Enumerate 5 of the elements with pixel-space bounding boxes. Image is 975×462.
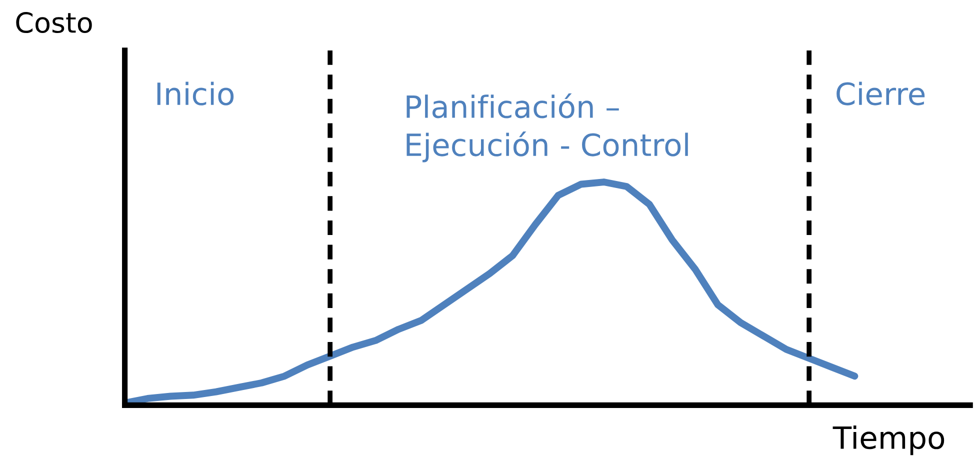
text: Cierre: [836, 82, 925, 106]
text: Inicio: [157, 82, 234, 106]
text: Planificación – Ejecución - Control: [406, 93, 688, 162]
text: Costo: [16, 12, 92, 34]
x-axis-title: Tiempo: [832, 426, 944, 456]
